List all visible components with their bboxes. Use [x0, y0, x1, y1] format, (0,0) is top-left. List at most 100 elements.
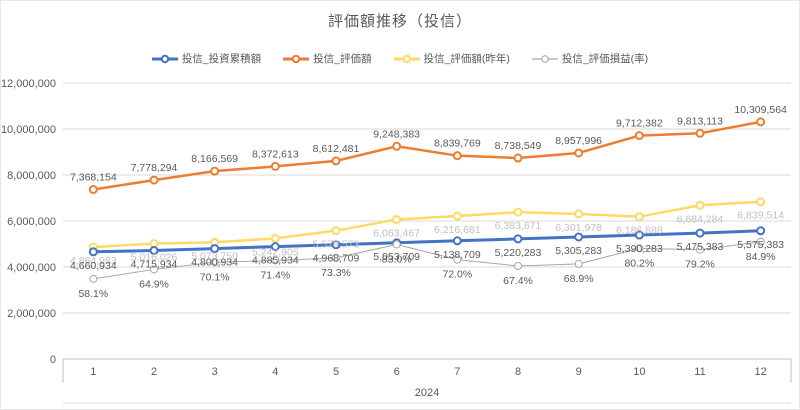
x-axis-tick-label: 7: [454, 366, 460, 378]
series-marker: [695, 228, 705, 238]
series-line-2: [93, 200, 761, 249]
data-label: 4,800,934: [191, 257, 238, 269]
y-axis-tick-label: 10,000,000: [1, 124, 56, 136]
series-marker: [756, 117, 766, 127]
x-axis-tick-label: 5: [333, 366, 339, 378]
series-marker: [392, 215, 402, 225]
series-marker: [331, 226, 341, 236]
data-label: 73.3%: [321, 267, 351, 279]
series-marker: [635, 244, 644, 253]
series-marker: [452, 151, 462, 161]
series-marker: [696, 245, 704, 254]
series-marker: [574, 148, 584, 158]
legend-label: 投信_投資累積額: [181, 53, 262, 65]
data-label: 67.4%: [503, 275, 533, 287]
series-marker: [695, 128, 705, 138]
data-label: 5,053,709: [373, 251, 420, 263]
data-label: 5,475,383: [677, 241, 724, 253]
series-marker: [392, 141, 402, 151]
series-marker: [270, 242, 280, 252]
y-axis-tick-label: 0: [50, 354, 56, 366]
data-label: 5,016,026: [131, 252, 178, 264]
legend-marker-icon: [531, 54, 558, 63]
series-marker: [88, 247, 98, 257]
x-axis-tick-label: 11: [694, 366, 705, 378]
data-label: 84.9%: [746, 251, 776, 263]
data-label: 4,864,983: [70, 255, 117, 267]
y-axis-tick-label: 4,000,000: [7, 262, 56, 274]
legend-item-1: 投信_評価額: [283, 51, 372, 66]
x-axis-tick-label: 4: [272, 366, 278, 378]
x-axis-tick-label: 12: [755, 366, 767, 378]
series-marker: [453, 255, 462, 264]
series-marker: [331, 156, 341, 166]
x-axis-tick-label: 3: [212, 366, 218, 378]
data-label: 70.1%: [200, 271, 230, 283]
data-label: 9,248,383: [373, 128, 420, 140]
data-label: 6,186,888: [616, 225, 663, 237]
data-label: 83.0%: [382, 253, 412, 265]
series-marker: [210, 258, 219, 267]
series-marker: [514, 261, 522, 270]
data-label: 4,885,934: [252, 255, 299, 267]
data-label: 7,368,154: [70, 172, 117, 184]
data-label: 6,383,671: [495, 220, 542, 232]
series-marker: [513, 207, 523, 217]
series-marker: [88, 185, 98, 195]
series-marker: [756, 237, 765, 246]
data-label: 71.4%: [260, 269, 290, 281]
series-marker: [270, 161, 280, 171]
series-marker: [89, 274, 98, 283]
legend-marker-icon: [393, 54, 420, 63]
series-marker: [634, 131, 644, 141]
data-label: 6,063,467: [373, 228, 420, 240]
series-marker: [574, 209, 584, 219]
data-label: 8,738,549: [495, 140, 542, 152]
data-label: 6,839,514: [737, 210, 784, 222]
data-label: 5,220,283: [495, 247, 542, 259]
legend-marker-icon: [151, 54, 178, 63]
legend-item-3: 投信_評価損益(率): [531, 51, 649, 66]
data-label: 10,309,564: [734, 104, 787, 116]
series-marker: [149, 246, 159, 256]
series-marker: [756, 226, 766, 236]
y-axis-tick-label: 6,000,000: [7, 216, 56, 228]
y-axis-tick-label: 8,000,000: [7, 170, 56, 182]
data-label: 5,242,905: [252, 246, 299, 258]
y-axis-tick-label: 12,000,000: [1, 78, 56, 90]
series-marker: [513, 234, 523, 244]
series-marker: [452, 236, 462, 246]
data-label: 4,968,709: [313, 253, 360, 265]
data-label: 6,216,681: [434, 224, 481, 236]
data-label: 64.9%: [139, 278, 169, 290]
legend-item-0: 投信_投資累積額: [151, 51, 262, 66]
series-marker: [149, 175, 159, 185]
x-axis-tick-label: 10: [633, 366, 645, 378]
data-label: 79.2%: [685, 259, 715, 271]
data-label: 8,957,996: [555, 135, 602, 147]
data-label: 5,138,709: [434, 249, 481, 261]
x-axis-group-label: 2024: [415, 387, 439, 399]
x-axis-tick-label: 9: [576, 366, 582, 378]
data-label: 8,372,613: [252, 148, 299, 160]
x-axis-tick-label: 8: [515, 366, 521, 378]
series-line-3: [93, 241, 761, 280]
series-marker: [695, 200, 705, 210]
data-label: 8,166,569: [191, 153, 238, 165]
data-label: 4,715,934: [131, 259, 178, 271]
series-marker: [210, 166, 220, 176]
data-label: 6,684,284: [677, 213, 724, 225]
series-marker: [210, 244, 220, 254]
legend-marker-icon: [283, 54, 310, 63]
data-label: 5,073,750: [191, 250, 238, 262]
x-axis-tick-label: 6: [394, 366, 400, 378]
series-marker: [392, 240, 401, 249]
data-label: 5,579,573: [313, 239, 360, 251]
x-axis-tick-label: 2: [151, 366, 157, 378]
series-marker: [513, 153, 523, 163]
series-line-0: [93, 229, 761, 254]
data-label: 58.1%: [78, 288, 108, 300]
legend-label: 投信_評価損益(率): [561, 53, 649, 65]
data-label: 9,813,113: [677, 115, 723, 127]
